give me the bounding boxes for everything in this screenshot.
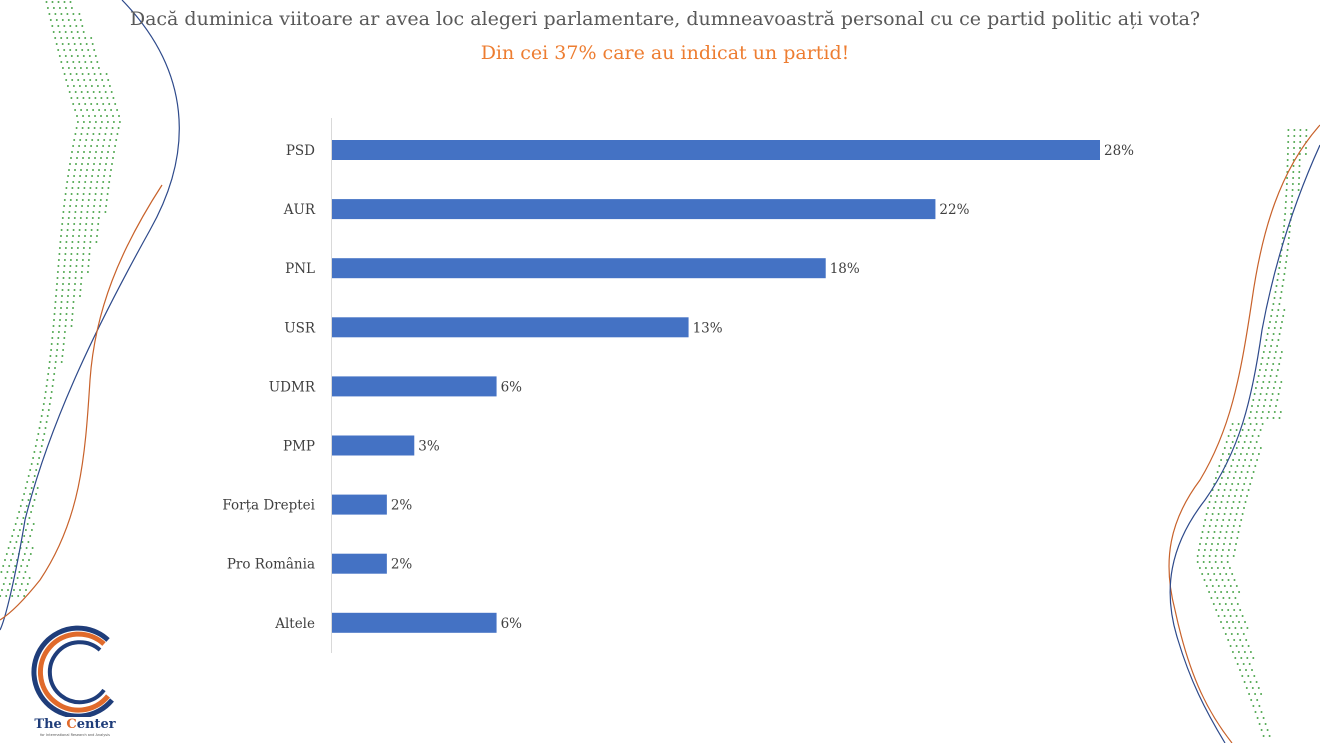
- category-label: Altele: [274, 616, 315, 632]
- logo-arcs-icon: [31, 625, 114, 717]
- value-label: 6%: [501, 379, 523, 395]
- bars-group: PSD 28% AUR 22% PNL 18% USR 13% UDMR 6% PMP 3% Forța…: [222, 140, 1134, 633]
- blue-curve-right: [1169, 144, 1320, 743]
- category-label: PNL: [285, 261, 315, 277]
- value-label: 3%: [418, 439, 440, 455]
- blue-curve-left: [0, 0, 180, 631]
- value-label: 18%: [830, 261, 860, 277]
- bar-0: [332, 140, 1100, 160]
- bar-4: [332, 376, 497, 397]
- bar-8: [332, 612, 497, 633]
- value-label: 2%: [391, 498, 413, 514]
- orange-curve-left: [0, 184, 163, 621]
- orange-curve-right: [1168, 124, 1320, 743]
- value-label: 2%: [391, 557, 413, 573]
- category-label: AUR: [283, 202, 316, 218]
- category-label: PSD: [286, 143, 315, 159]
- value-label: 22%: [939, 202, 969, 218]
- value-label: 28%: [1104, 143, 1134, 159]
- bar-3: [332, 317, 689, 338]
- dotted-band-left: [0, 1, 121, 597]
- the-center-logo: The Center for Intermational Research an…: [20, 622, 130, 740]
- bar-6: [332, 494, 387, 515]
- category-label: USR: [284, 320, 316, 336]
- dotted-band-right: [1196, 129, 1308, 737]
- category-label: PMP: [283, 439, 315, 455]
- logo-tagline: for Intermational Research and Analysis: [40, 733, 110, 737]
- bar-5: [332, 435, 415, 456]
- value-label: 6%: [501, 616, 523, 632]
- category-label: Forța Dreptei: [222, 498, 315, 514]
- category-label: UDMR: [269, 379, 316, 395]
- value-label: 13%: [693, 320, 723, 336]
- logo-name: The Center: [34, 717, 116, 732]
- bar-1: [332, 199, 936, 220]
- category-label: Pro România: [227, 557, 315, 573]
- bar-7: [332, 553, 387, 574]
- chart-subtitle: Din cei 37% care au indicat un partid!: [480, 42, 850, 64]
- bar-2: [332, 258, 826, 279]
- chart-title: Dacă duminica viitoare ar avea loc alege…: [129, 8, 1201, 30]
